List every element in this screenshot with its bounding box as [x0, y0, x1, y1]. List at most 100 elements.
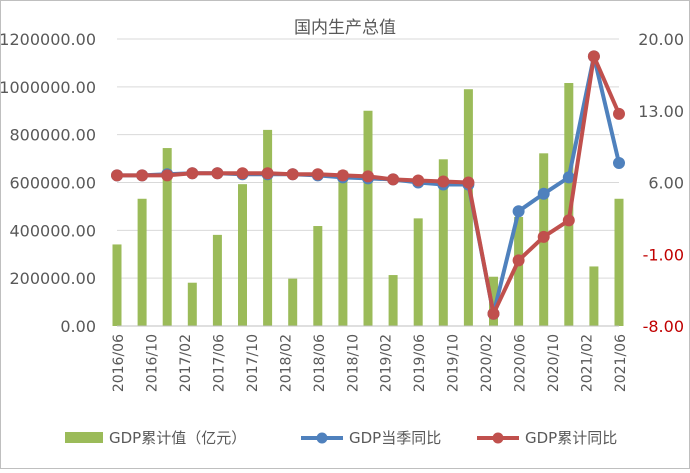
x-axis-tick-label-group: 2018/10	[345, 334, 361, 392]
left-axis-tick-label: 600000.00	[9, 174, 96, 193]
legend-label: GDP当季同比	[349, 429, 441, 447]
data-point	[613, 107, 625, 120]
bar	[162, 148, 172, 326]
data-point	[362, 170, 374, 183]
left-axis-tick-label: 0.00	[60, 317, 96, 336]
legend-label: GDP累计同比	[525, 429, 617, 447]
right-axis-tick-label: 13.00	[638, 102, 684, 121]
x-axis-tick-label-group: 2017/10	[245, 334, 261, 392]
data-point	[537, 230, 550, 243]
left-axis-tick-label: 400000.00	[9, 221, 96, 240]
x-axis-tick-label-group: 2019/06	[412, 334, 428, 392]
x-axis-tick-label-group: 2018/06	[312, 334, 328, 392]
chart-title: 国内生产总值	[294, 18, 396, 38]
bar	[338, 170, 348, 326]
bar	[388, 275, 398, 326]
data-point	[311, 168, 324, 181]
bar	[288, 278, 298, 326]
x-axis-tick-label: 2017/10	[245, 334, 261, 392]
data-point	[562, 214, 575, 227]
bar	[489, 276, 498, 326]
x-axis-tick-label: 2020/10	[546, 334, 562, 392]
bar	[263, 129, 273, 326]
x-axis-tick-label: 2018/06	[312, 334, 328, 392]
left-axis-tick-label: 200000.00	[9, 269, 96, 288]
x-axis-tick-label-group: 2018/02	[278, 334, 294, 392]
x-axis-tick-label: 2019/06	[412, 334, 428, 392]
bar-series	[112, 83, 624, 326]
bar	[112, 244, 122, 326]
data-point	[236, 167, 249, 180]
data-point	[462, 176, 475, 189]
x-axis-tick-label-group: 2017/02	[178, 334, 194, 392]
bar	[313, 226, 323, 326]
x-axis-tick-label: 2016/06	[111, 334, 127, 392]
x-axis-tick-label: 2020/02	[479, 334, 495, 392]
data-point	[387, 173, 400, 186]
data-point	[613, 157, 625, 170]
x-axis-tick-label: 2016/10	[144, 334, 160, 392]
right-axis-tick-label: -1.00	[643, 245, 684, 264]
x-axis-tick-label: 2019/10	[446, 334, 462, 392]
data-point	[286, 168, 299, 181]
x-axis-tick-label: 2021/02	[580, 334, 596, 392]
x-axis-tick-label-group: 2016/10	[144, 334, 160, 392]
right-axis-tick-label: -8.00	[643, 317, 684, 336]
line-series	[111, 50, 625, 320]
data-point	[161, 169, 174, 182]
left-axis-tick-label: 1200000.00	[1, 30, 96, 49]
x-axis-tick-label-group: 2019/10	[446, 334, 462, 392]
bar	[614, 198, 624, 326]
x-axis-tick-label-group: 2019/02	[379, 334, 395, 392]
x-axis-tick-label-group: 2017/06	[211, 334, 227, 392]
x-axis-tick-label: 2019/02	[379, 334, 395, 392]
data-point	[487, 307, 500, 320]
legend-swatch-marker	[316, 432, 328, 444]
bar	[438, 159, 448, 326]
data-point	[111, 169, 123, 182]
data-point	[512, 205, 525, 218]
x-axis-tick-label-group: 2016/06	[111, 334, 127, 392]
legend-swatch	[65, 432, 103, 443]
x-axis-tick-label-group: 2021/06	[613, 334, 629, 392]
bar	[212, 234, 222, 326]
left-axis-tick-label: 800000.00	[9, 126, 96, 145]
bar	[363, 110, 373, 326]
x-axis-tick-label: 2018/02	[278, 334, 294, 392]
right-axis-tick-label: 6.00	[648, 174, 684, 193]
data-point	[211, 167, 224, 180]
right-axis-tick-label: 20.00	[638, 30, 684, 49]
legend-label: GDP累计值（亿元）	[109, 429, 246, 447]
x-axis-tick-label: 2021/06	[613, 334, 629, 392]
bar	[589, 266, 599, 326]
data-point	[537, 187, 550, 200]
legend-swatch-marker	[492, 432, 504, 444]
x-axis-tick-label: 2018/10	[345, 334, 361, 392]
bar	[238, 184, 247, 326]
x-axis-tick-label-group: 2020/02	[479, 334, 495, 392]
x-axis-tick-label: 2017/06	[211, 334, 227, 392]
x-axis-tick-label: 2020/06	[513, 334, 529, 392]
legend: GDP累计值（亿元） GDP当季同比 GDP累计同比	[65, 429, 617, 447]
data-point	[562, 171, 575, 184]
data-point	[412, 174, 425, 187]
bar	[564, 83, 574, 326]
data-point	[261, 167, 274, 180]
data-point	[512, 254, 525, 267]
bar	[514, 216, 524, 326]
data-point	[437, 175, 450, 188]
left-axis-tick-label: 1000000.00	[1, 78, 96, 97]
bar	[137, 198, 147, 326]
data-point	[186, 167, 199, 180]
x-axis-tick-label-group: 2020/10	[546, 334, 562, 392]
x-axis-tick-label: 2017/02	[178, 334, 194, 392]
data-point	[587, 50, 600, 63]
bar	[187, 282, 197, 326]
bar	[463, 89, 473, 326]
bar	[413, 218, 423, 326]
x-axis-tick-label-group: 2020/06	[513, 334, 529, 392]
axes: 0.00 200000.00 400000.00 600000.00 800000.00…	[0, 30, 684, 392]
data-point	[136, 169, 149, 182]
